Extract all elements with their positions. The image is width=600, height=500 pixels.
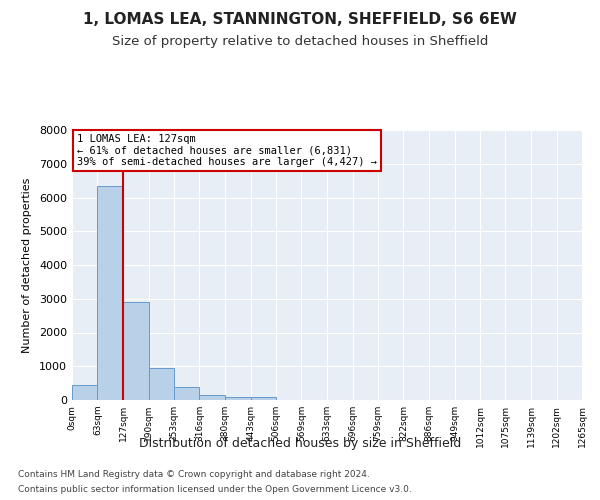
Y-axis label: Number of detached properties: Number of detached properties (22, 178, 32, 352)
Text: Size of property relative to detached houses in Sheffield: Size of property relative to detached ho… (112, 35, 488, 48)
Bar (149, 368, 174, 400)
Bar (72, 385, 97, 400)
Bar (251, 398, 276, 400)
Text: Contains public sector information licensed under the Open Government Licence v3: Contains public sector information licen… (18, 485, 412, 494)
Text: 1 LOMAS LEA: 127sqm
← 61% of detached houses are smaller (6,831)
39% of semi-det: 1 LOMAS LEA: 127sqm ← 61% of detached ho… (77, 134, 377, 167)
Text: Contains HM Land Registry data © Crown copyright and database right 2024.: Contains HM Land Registry data © Crown c… (18, 470, 370, 479)
Bar (97, 186, 123, 400)
Bar (123, 302, 149, 400)
Bar (174, 386, 199, 400)
Bar (225, 396, 251, 400)
Bar (199, 395, 225, 400)
Text: Distribution of detached houses by size in Sheffield: Distribution of detached houses by size … (139, 438, 461, 450)
Text: 1, LOMAS LEA, STANNINGTON, SHEFFIELD, S6 6EW: 1, LOMAS LEA, STANNINGTON, SHEFFIELD, S6… (83, 12, 517, 28)
